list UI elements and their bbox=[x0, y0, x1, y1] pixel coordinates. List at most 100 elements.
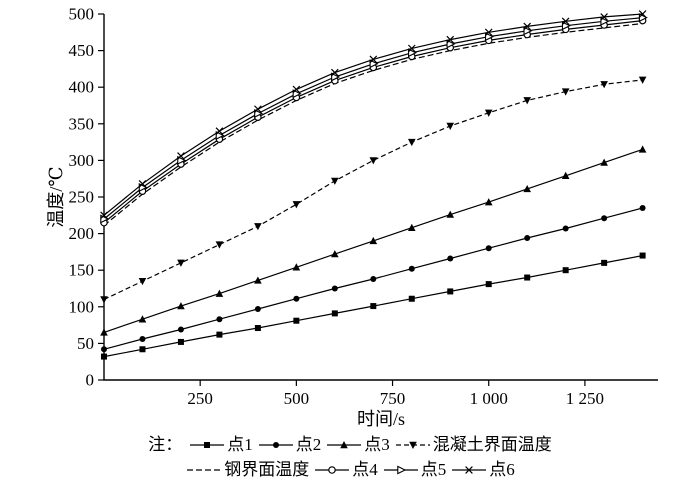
marker-x bbox=[638, 10, 647, 18]
marker-square bbox=[524, 274, 531, 281]
marker-square bbox=[254, 325, 261, 332]
marker-x bbox=[446, 35, 455, 44]
x-tick-label: 250 bbox=[187, 389, 213, 408]
marker-triangle-down bbox=[177, 259, 185, 267]
marker-circle bbox=[447, 255, 454, 262]
y-tick-label: 400 bbox=[69, 78, 95, 97]
marker-triangle-down bbox=[369, 157, 378, 165]
x-tick-label: 750 bbox=[380, 389, 406, 408]
marker-circle bbox=[139, 336, 146, 343]
marker-triangle-right-open bbox=[484, 32, 494, 42]
marker-triangle-up bbox=[638, 145, 647, 153]
legend-row-2: 钢界面温度 点4 点5 点6 bbox=[0, 457, 700, 482]
legend-item-钢界面温度: 钢界面温度 bbox=[185, 458, 309, 482]
marker-square bbox=[331, 310, 338, 317]
series-点6 bbox=[100, 10, 647, 220]
marker-square bbox=[485, 281, 492, 288]
marker-triangle-up bbox=[446, 210, 455, 218]
marker-circle bbox=[370, 275, 377, 282]
marker-square bbox=[370, 303, 377, 310]
marker-triangle-up bbox=[331, 250, 339, 258]
marker-triangle-down bbox=[138, 277, 147, 286]
marker-triangle-down bbox=[215, 241, 224, 249]
series-line bbox=[103, 22, 643, 226]
legend-label: 点2 bbox=[295, 434, 322, 454]
series-line bbox=[103, 13, 643, 216]
y-tick-label: 100 bbox=[69, 297, 95, 316]
legend-sample bbox=[187, 468, 222, 471]
y-tick-label: 200 bbox=[69, 224, 95, 243]
marker-triangle-right-open bbox=[177, 155, 187, 165]
marker-triangle-right-open bbox=[446, 39, 456, 49]
marker-square bbox=[216, 331, 223, 338]
legend-label: 混凝土界面温度 bbox=[432, 434, 552, 454]
legend-label: 点6 bbox=[489, 459, 515, 479]
marker-triangle-up bbox=[254, 276, 262, 284]
marker-circle bbox=[639, 204, 646, 211]
marker-triangle-up bbox=[407, 223, 416, 231]
marker-triangle-right-open bbox=[254, 109, 264, 119]
y-tick-label: 250 bbox=[69, 188, 95, 207]
marker-x bbox=[331, 68, 339, 77]
marker-square bbox=[139, 346, 146, 353]
legend-item-点3: 点3 bbox=[325, 433, 390, 457]
y-tick-label: 300 bbox=[69, 151, 95, 170]
marker-triangle-right-open bbox=[408, 48, 418, 58]
marker-x bbox=[100, 211, 108, 220]
marker-triangle-up bbox=[215, 289, 224, 297]
marker-square bbox=[562, 267, 569, 274]
y-tick-label: 500 bbox=[69, 5, 95, 24]
marker-x bbox=[254, 105, 262, 113]
marker-triangle-right-open bbox=[292, 89, 302, 99]
marker-x bbox=[369, 55, 378, 64]
series-line bbox=[103, 20, 643, 224]
marker-triangle-down bbox=[292, 201, 301, 209]
legend-label: 点3 bbox=[364, 434, 390, 454]
legend-sample bbox=[258, 441, 293, 448]
x-tick-label: 1 250 bbox=[566, 389, 604, 408]
marker-triangle-up bbox=[600, 158, 608, 166]
legend-item-点2: 点2 bbox=[257, 433, 322, 457]
axes bbox=[103, 14, 658, 381]
chart-plot-area: 温度/℃ 时间/s 0 50 100 150 200 250 300 350 400 450 500… bbox=[46, 5, 658, 429]
marker-circle bbox=[293, 295, 300, 302]
y-tick-label: 0 bbox=[86, 371, 95, 390]
legend-label: 钢界面温度 bbox=[224, 459, 310, 479]
marker-triangle-down bbox=[523, 97, 531, 105]
marker-triangle-up bbox=[138, 315, 147, 323]
marker-x bbox=[484, 28, 493, 37]
marker-square bbox=[639, 252, 646, 259]
series-点1 bbox=[101, 252, 646, 360]
series-点2 bbox=[101, 204, 646, 353]
marker-triangle-down bbox=[561, 88, 570, 96]
y-tick-label: 150 bbox=[69, 261, 95, 280]
marker-x bbox=[600, 13, 608, 21]
marker-circle bbox=[177, 326, 184, 333]
legend-label: 点4 bbox=[352, 459, 378, 479]
marker-square bbox=[101, 353, 107, 360]
y-tick-label: 50 bbox=[77, 334, 94, 353]
marker-x bbox=[292, 85, 301, 94]
marker-triangle-up bbox=[369, 236, 378, 245]
x-tick-label: 1 000 bbox=[470, 389, 508, 408]
marker-triangle-right-open bbox=[561, 21, 571, 31]
legend-row-1: 注： 点1 点2 点3 混凝土界面温度 bbox=[0, 432, 700, 457]
legend-item-点6: 点6 bbox=[450, 458, 515, 482]
y-axis-title: 温度/℃ bbox=[46, 166, 66, 227]
marker-triangle-right-open bbox=[600, 16, 610, 26]
marker-triangle-down bbox=[600, 81, 608, 89]
marker-x bbox=[138, 179, 147, 188]
series-line bbox=[103, 17, 643, 220]
marker-circle bbox=[101, 346, 107, 353]
marker-triangle-up bbox=[523, 184, 531, 193]
legend-label: 点5 bbox=[420, 459, 447, 479]
marker-triangle-down bbox=[100, 296, 108, 304]
legend-item-点1: 点1 bbox=[188, 433, 253, 457]
legend-item-混凝土界面温度: 混凝土界面温度 bbox=[394, 433, 552, 457]
chart-legend: 注： 点1 点2 点3 混凝土界面温度钢界面温度 点4 点5 点6 bbox=[0, 432, 700, 482]
marker-square bbox=[177, 338, 184, 345]
legend-note: 注： bbox=[148, 434, 183, 454]
marker-triangle-right-open bbox=[215, 131, 225, 141]
y-tick-label: 350 bbox=[69, 114, 95, 133]
